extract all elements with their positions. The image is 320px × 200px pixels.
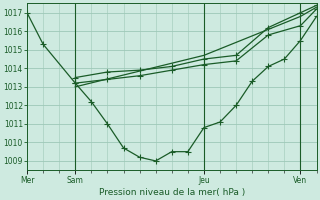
X-axis label: Pression niveau de la mer( hPa ): Pression niveau de la mer( hPa ) [99, 188, 245, 197]
